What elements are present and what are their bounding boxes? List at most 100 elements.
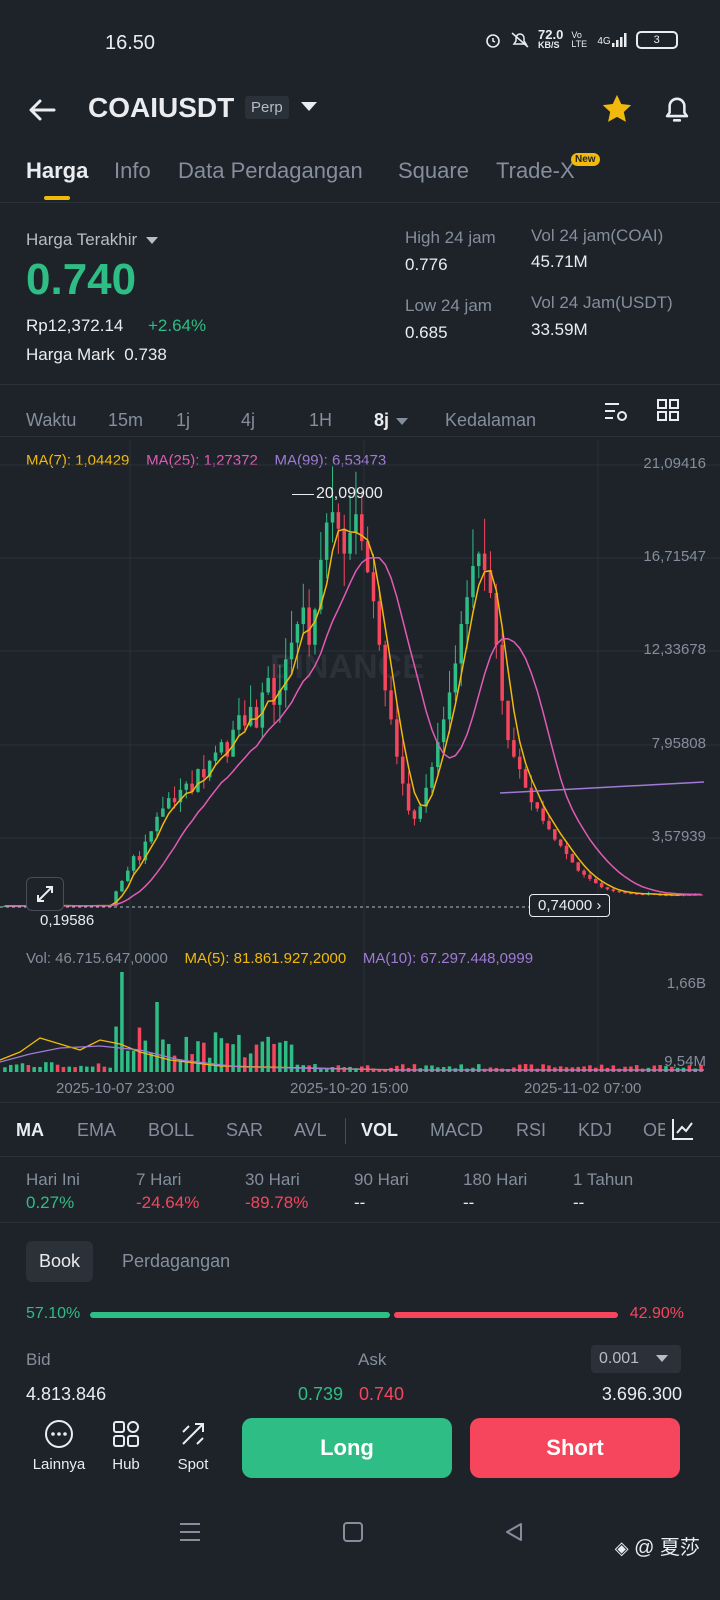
tab-info[interactable]: Info <box>114 158 151 183</box>
interval-1h[interactable]: 1H <box>309 410 333 430</box>
candle <box>471 566 475 598</box>
chevron-down-icon[interactable] <box>301 102 317 111</box>
indicator-kdj[interactable]: KDJ <box>578 1120 613 1140</box>
expand-chart-button[interactable] <box>26 877 64 911</box>
vol-usdt-value: 33.59M <box>531 320 588 339</box>
candle <box>640 893 645 896</box>
candle <box>243 715 247 726</box>
last-price-label[interactable]: Harga Terakhir <box>26 230 158 250</box>
candle <box>178 789 183 803</box>
interval-waktu[interactable]: Waktu <box>26 410 77 430</box>
tab-harga[interactable]: Harga <box>26 158 89 183</box>
tab-trade-x[interactable]: Trade-X <box>496 158 575 183</box>
pair-title[interactable]: COAIUSDT <box>88 92 235 123</box>
indicator-obv[interactable]: OBV <box>643 1120 665 1140</box>
candle <box>389 690 393 720</box>
bid-percentage: 57.10% <box>26 1305 81 1322</box>
perf-label: 30 Hari <box>245 1170 300 1189</box>
indicator-settings-icon[interactable] <box>670 1116 696 1142</box>
more-button[interactable]: Lainnya <box>29 1418 89 1473</box>
grid-layout-icon[interactable] <box>656 398 680 422</box>
high-marker-line <box>292 494 314 495</box>
indicator-vol[interactable]: VOL <box>361 1120 399 1140</box>
divider <box>0 1156 720 1157</box>
mark-price-label: Harga Mark <box>26 345 115 364</box>
short-button[interactable]: Short <box>470 1418 680 1478</box>
price-chart[interactable]: BINANCE <box>0 440 720 1100</box>
home-icon[interactable] <box>342 1521 364 1543</box>
volume-bar <box>658 1065 662 1072</box>
candle <box>465 597 469 625</box>
interval-kedalaman[interactable]: Kedalaman <box>445 410 537 430</box>
volume-bar <box>196 1041 200 1072</box>
back-triangle-icon[interactable] <box>503 1521 525 1543</box>
indicator-ema[interactable]: EMA <box>77 1120 117 1140</box>
price-idr: Rp12,372.14 <box>26 316 124 335</box>
indicator-boll[interactable]: BOLL <box>148 1120 195 1140</box>
perf-value: -- <box>463 1193 475 1212</box>
candle <box>114 891 118 906</box>
volume-bar <box>120 972 124 1072</box>
candle <box>441 719 446 743</box>
recent-apps-icon[interactable] <box>178 1521 202 1543</box>
candle <box>207 760 212 778</box>
candle <box>558 839 563 846</box>
volume-legend-value: Vol: 46.715.647,0000 <box>26 950 168 967</box>
candle <box>213 752 218 761</box>
candle <box>517 756 522 770</box>
candle <box>342 528 346 554</box>
indicator-rsi[interactable]: RSI <box>516 1120 547 1140</box>
diamond-icon: ◈ <box>614 1538 629 1558</box>
interval-1j[interactable]: 1j <box>176 410 191 430</box>
network-speed-value: 72.0 <box>538 27 564 42</box>
volume-bar <box>523 1064 528 1072</box>
favorite-star-icon[interactable] <box>600 92 634 126</box>
candle <box>272 677 276 705</box>
volume-bar <box>213 1032 218 1072</box>
more-label: Lainnya <box>32 1456 86 1473</box>
candle <box>523 769 528 788</box>
tab-book[interactable]: Book <box>26 1241 94 1282</box>
bell-icon[interactable] <box>660 92 694 126</box>
volume-bar <box>26 1065 31 1072</box>
chart-settings-icon[interactable] <box>603 398 629 424</box>
candle <box>319 559 323 610</box>
volume-bar <box>166 1044 171 1072</box>
price-tick: 12,33678 <box>643 641 706 658</box>
tab-data-perdagangan[interactable]: Data Perdagangan <box>178 158 363 183</box>
indicator-macd[interactable]: MACD <box>430 1120 483 1140</box>
low-24h-value: 0.685 <box>405 323 448 342</box>
candle <box>412 810 417 819</box>
volume-bar <box>44 1062 48 1072</box>
tab-perdagangan[interactable]: Perdagangan <box>122 1251 231 1271</box>
candle <box>377 601 382 645</box>
perf-label: 90 Hari <box>354 1170 409 1189</box>
candle <box>430 767 434 788</box>
candle <box>196 769 200 792</box>
interval-8j[interactable]: 8j <box>374 410 409 431</box>
back-arrow-icon[interactable] <box>24 92 60 128</box>
last-price-tag[interactable]: 0,74000 › <box>529 894 611 917</box>
volume-bar <box>629 1066 633 1072</box>
volume-bar <box>143 1040 148 1072</box>
volume-bar <box>383 1068 387 1072</box>
spot-button[interactable]: Spot <box>163 1418 223 1473</box>
interval-4j[interactable]: 4j <box>241 410 256 430</box>
candle <box>594 878 598 884</box>
ma-lines <box>0 528 705 908</box>
tab-square[interactable]: Square <box>398 158 469 183</box>
candle <box>424 787 428 807</box>
hub-button[interactable]: Hub <box>96 1418 156 1473</box>
long-button[interactable]: Long <box>242 1418 452 1478</box>
interval-15m[interactable]: 15m <box>108 410 144 430</box>
perf-value: -24.64% <box>136 1193 200 1212</box>
indicator-avl[interactable]: AVL <box>294 1120 327 1140</box>
vol-ma10-legend: MA(10): 67.297.448,0999 <box>362 950 534 967</box>
candle <box>120 880 124 892</box>
candle <box>330 512 335 523</box>
precision-select[interactable]: 0.001 <box>591 1345 681 1373</box>
mark-price-value: 0.738 <box>124 345 167 364</box>
indicator-ma[interactable]: MA <box>16 1120 44 1140</box>
candle <box>617 890 621 893</box>
indicator-sar[interactable]: SAR <box>226 1120 264 1140</box>
